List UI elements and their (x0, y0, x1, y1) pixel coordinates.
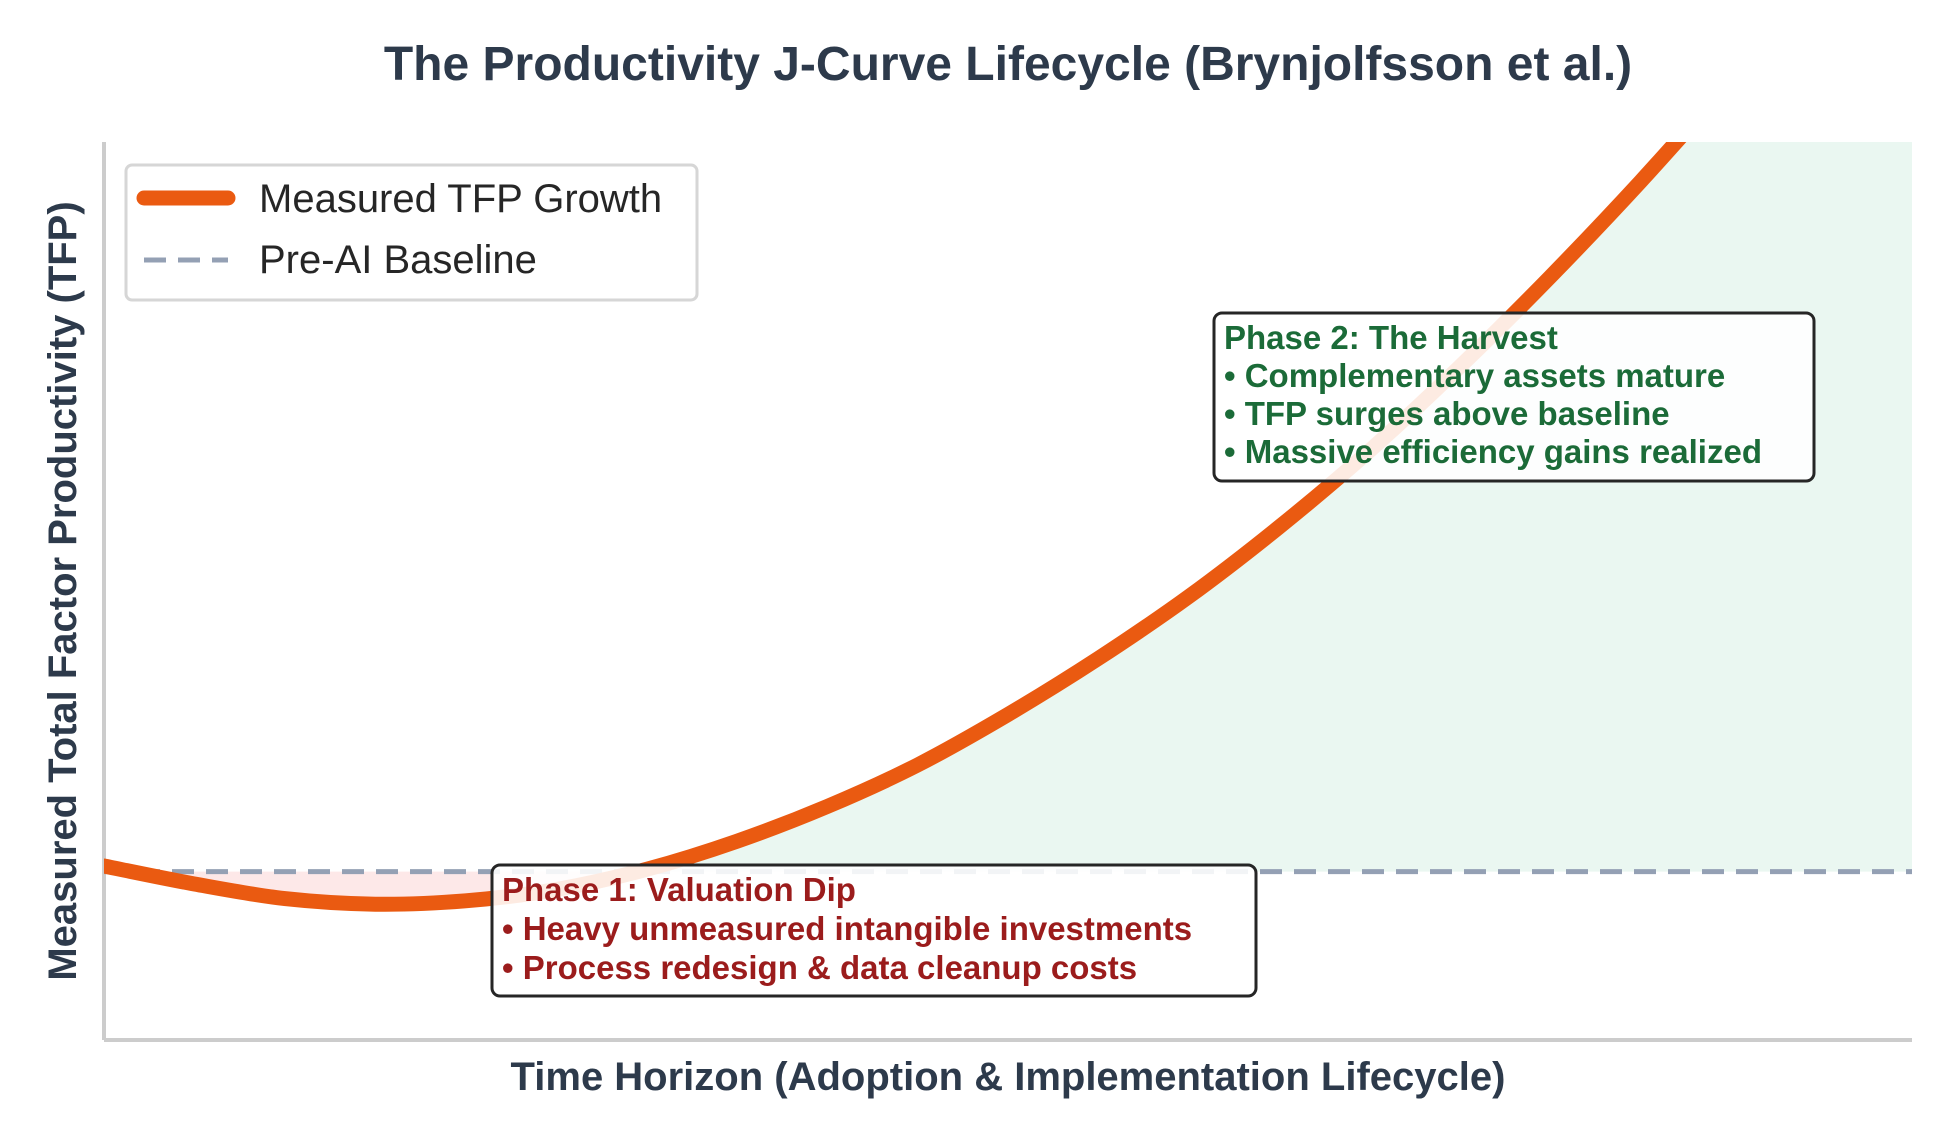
legend: Measured TFP Growth Pre-AI Baseline (124, 163, 699, 302)
chart-title: The Productivity J-Curve Lifecycle (Bryn… (384, 38, 1632, 91)
annotation-phase-2-line: • Massive efficiency gains realized (1224, 433, 1762, 470)
annotation-phase-2: Phase 2: The Harvest • Complementary ass… (1212, 311, 1816, 483)
annotation-phase-2-box (1212, 311, 1816, 483)
legend-box (124, 163, 699, 302)
legend-label-pre-ai-baseline: Pre-AI Baseline (259, 238, 537, 282)
annotation-phase-1-line: • Process redesign & data cleanup costs (502, 949, 1137, 986)
annotation-phase-1-line: • Heavy unmeasured intangible investment… (502, 910, 1192, 947)
x-axis-label: Time Horizon (Adoption & Implementation … (511, 1055, 1506, 1099)
annotation-phase-2-line: Phase 2: The Harvest (1224, 319, 1558, 356)
annotation-phase-2-line: • Complementary assets mature (1224, 357, 1725, 394)
annotation-phase-1-box (490, 863, 1258, 998)
annotation-phase-2-line: • TFP surges above baseline (1224, 395, 1670, 432)
y-axis-label: Measured Total Factor Productivity (TFP) (41, 201, 85, 980)
annotation-phase-1-line: Phase 1: Valuation Dip (502, 871, 856, 908)
gain-region (104, 142, 1912, 872)
annotation-phase-1: Phase 1: Valuation Dip • Heavy unmeasure… (490, 863, 1258, 998)
legend-label-measured-tfp-growth: Measured TFP Growth (259, 177, 662, 221)
